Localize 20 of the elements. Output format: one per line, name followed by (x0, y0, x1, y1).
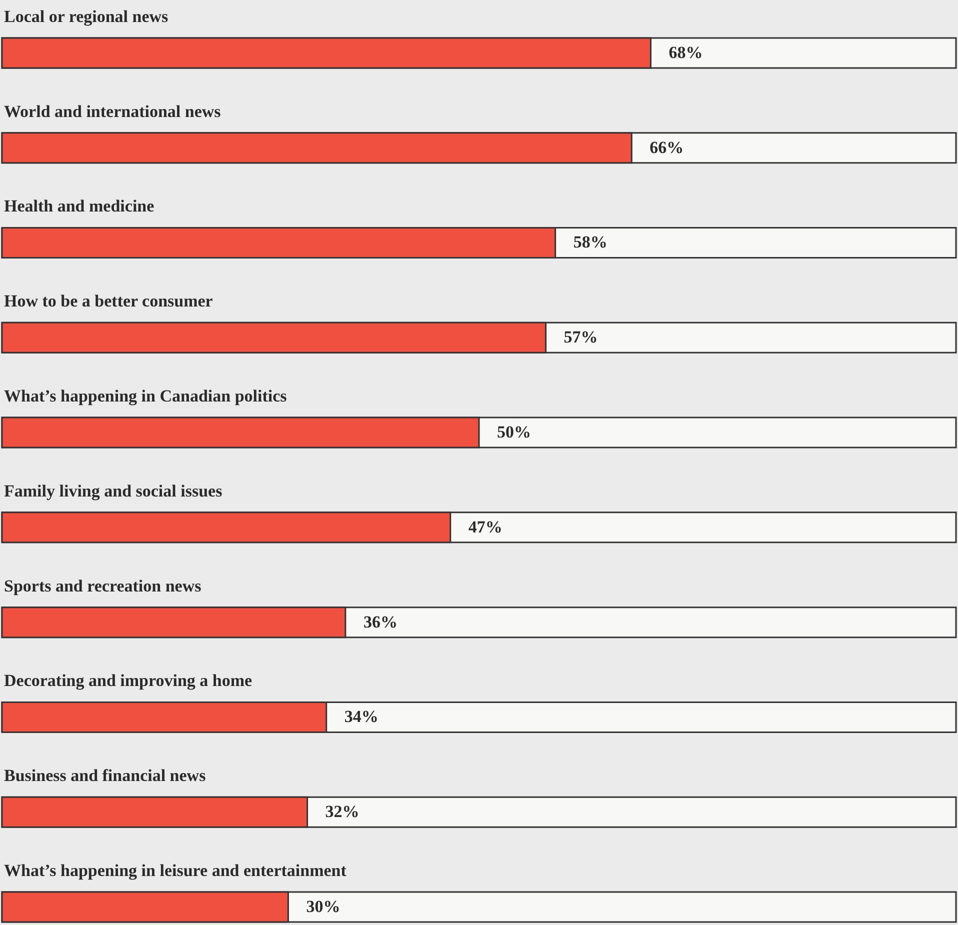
data-label: 50% (497, 422, 531, 442)
y-tick-label: What’s happening in Canadian politics (4, 386, 288, 406)
y-tick-label: Family living and social issues (4, 481, 223, 500)
data-label: 68% (668, 42, 703, 62)
y-tick-label: How to be a better consumer (4, 292, 214, 311)
y-tick-label: Decorating and improving a home (4, 671, 253, 690)
data-label: 58% (573, 232, 608, 252)
data-label: 57% (564, 328, 598, 347)
data-label: 30% (306, 897, 340, 916)
data-label: 34% (344, 707, 378, 726)
y-tick-label: Health and medicine (4, 196, 155, 216)
y-tick-label: What’s happening in leisure and entertainment (4, 861, 347, 880)
y-tick-label: Local or regional news (4, 6, 169, 26)
y-tick-label: World and international news (4, 102, 222, 121)
data-label: 36% (363, 612, 398, 632)
y-tick-label: Sports and recreation news (4, 576, 202, 596)
data-label: 47% (468, 517, 502, 536)
data-label: 32% (325, 802, 360, 822)
data-label: 66% (650, 138, 684, 157)
y-tick-label: Business and financial news (4, 766, 206, 786)
